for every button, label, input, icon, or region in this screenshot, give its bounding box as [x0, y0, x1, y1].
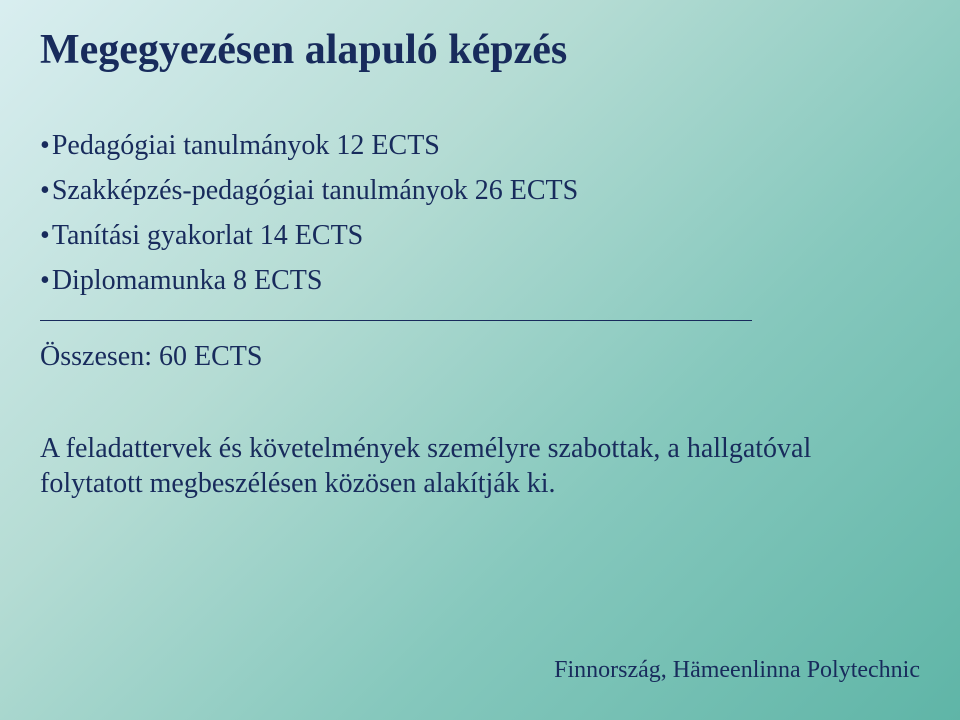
bullet-text: Tanítási gyakorlat 14 ECTS [52, 218, 363, 253]
slide-title: Megegyezésen alapuló képzés [40, 26, 920, 74]
slide-body: • Pedagógiai tanulmányok 12 ECTS • Szakk… [40, 128, 920, 501]
bullet-dot-icon: • [40, 173, 50, 208]
slide: Megegyezésen alapuló képzés • Pedagógiai… [0, 0, 960, 720]
bullet-item: • Tanítási gyakorlat 14 ECTS [40, 218, 920, 253]
bullet-item: • Pedagógiai tanulmányok 12 ECTS [40, 128, 920, 163]
bullet-text: Pedagógiai tanulmányok 12 ECTS [52, 128, 440, 163]
body-paragraph: A feladattervek és követelmények személy… [40, 431, 820, 501]
bullet-dot-icon: • [40, 218, 50, 253]
total-line: Összesen: 60 ECTS [40, 341, 920, 373]
bullet-text: Szakképzés-pedagógiai tanulmányok 26 ECT… [52, 173, 578, 208]
bullet-dot-icon: • [40, 263, 50, 298]
bullet-dot-icon: • [40, 128, 50, 163]
bullet-text: Diplomamunka 8 ECTS [52, 263, 323, 298]
bullet-item: • Diplomamunka 8 ECTS [40, 263, 920, 298]
footer-source: Finnország, Hämeenlinna Polytechnic [554, 657, 920, 684]
bullet-item: • Szakképzés-pedagógiai tanulmányok 26 E… [40, 173, 920, 208]
divider-line [40, 320, 752, 321]
